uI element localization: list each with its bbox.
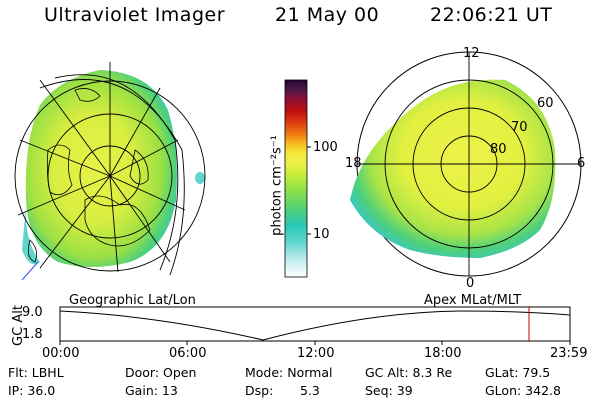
colorbar-gradient <box>284 79 308 278</box>
mlat-label-60: 60 <box>537 96 554 111</box>
mlt-label-18: 18 <box>345 156 362 171</box>
geo-coastline <box>84 195 151 247</box>
colorbar-tick-100-label: 100 <box>313 140 338 155</box>
altitude-xtick: 06:00 <box>169 346 207 361</box>
date-label: 21 May 00 <box>275 4 380 26</box>
altitude-ytick-9: 9.0 <box>22 305 43 320</box>
colorbar-tick-10-label: 10 <box>313 227 330 242</box>
altitude-xtick: 18:00 <box>424 346 462 361</box>
altitude-curve <box>59 310 571 341</box>
geo-coastline <box>27 239 38 263</box>
geo-coastline <box>46 144 73 196</box>
geo-sun-direction <box>21 261 39 281</box>
geo-meridian <box>109 175 186 211</box>
mlt-label-0: 0 <box>466 276 475 291</box>
seq-status: Seq: 39 <box>365 383 413 398</box>
dsp-label: Dsp: <box>245 383 274 398</box>
altitude-xtick: 23:59 <box>550 346 588 361</box>
geo-meridian <box>39 175 111 269</box>
geo-meridian <box>109 87 161 177</box>
gain-status: Gain: 13 <box>125 383 178 398</box>
mlat-label-80: 80 <box>490 142 507 157</box>
geo-meridian <box>39 79 111 177</box>
mode-status: Mode: Normal <box>245 365 333 380</box>
geographic-label: Geographic Lat/Lon <box>69 293 196 308</box>
geo-meridian <box>19 139 111 177</box>
altitude-plot-frame <box>59 306 571 342</box>
apex-label: Apex MLat/MLT <box>424 293 522 308</box>
geo-meridian <box>17 175 111 216</box>
mlt-label-12: 12 <box>463 46 480 61</box>
filter-status: Flt: LBHL <box>8 365 64 380</box>
altitude-xtick: 12:00 <box>297 346 335 361</box>
geo-meridian <box>109 175 119 273</box>
geo-meridian <box>109 175 171 263</box>
geo-coastline <box>74 88 101 102</box>
dsp-value: 5.3 <box>300 383 320 398</box>
altitude-xtick: 00:00 <box>42 346 80 361</box>
mlt-label-6: 6 <box>577 156 586 171</box>
instrument-title: Ultraviolet Imager <box>44 4 226 26</box>
gc-alt-status: GC Alt: 8.3 Re <box>365 365 453 380</box>
glon-status: GLon: 342.8 <box>485 383 561 398</box>
time-label: 22:06:21 UT <box>430 4 553 26</box>
geo-lat-arc <box>54 74 179 271</box>
door-status: Door: Open <box>125 365 197 380</box>
geo-meridian <box>109 139 179 177</box>
geo-speck <box>195 172 205 184</box>
geo-emission-fringe <box>22 205 40 265</box>
geo-lat-arc <box>39 79 185 276</box>
mlat-label-70: 70 <box>511 120 528 135</box>
altitude-ytick-1.8: 1.8 <box>22 327 43 342</box>
glat-status: GLat: 79.5 <box>485 365 551 380</box>
geo-coastline <box>129 149 149 185</box>
ip-status: IP: 36.0 <box>8 383 56 398</box>
